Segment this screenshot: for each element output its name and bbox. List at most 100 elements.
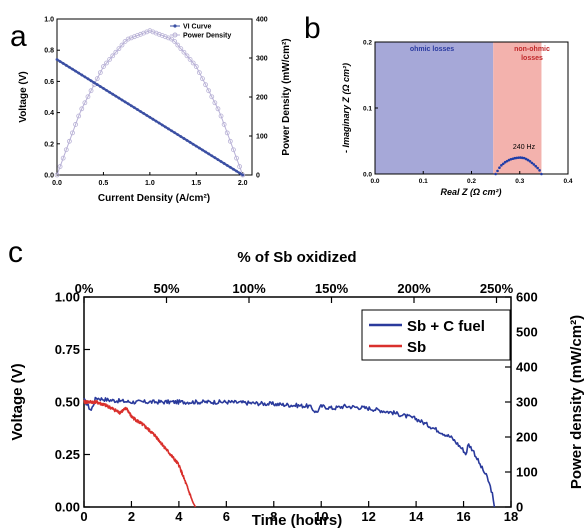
- x-tick-label-c: 18: [504, 509, 518, 524]
- chart-a: 0.0 0.5 1.0 1.5 2.0 0.0 0.2 0.4 0.6 0.8 1.0 0 100 200…: [18, 17, 292, 205]
- impedance-point: [503, 160, 507, 164]
- vi-curve-point: [194, 144, 198, 148]
- power-density-point: [110, 53, 116, 59]
- power-density-point: [166, 35, 171, 41]
- legend-vi-marker: [173, 24, 177, 28]
- vi-curve-point: [182, 137, 186, 140]
- power-density-point: [113, 49, 119, 55]
- top-x-tick-label-c: 0%: [75, 281, 94, 296]
- power-density-point: [227, 138, 233, 144]
- vi-curve-point: [222, 162, 226, 165]
- impedance-point: [538, 169, 541, 172]
- vi-curve-point: [64, 63, 68, 67]
- vi-curve-point: [179, 135, 183, 138]
- chart-b-xlabel: Real Z (Ω cm²): [440, 187, 501, 197]
- power-density-point: [231, 147, 236, 153]
- impedance-point: [530, 161, 534, 165]
- chart-b-points: [494, 156, 543, 176]
- vi-curve-point: [142, 112, 146, 115]
- power-density-point: [66, 138, 72, 144]
- top-x-tick-label-c: 200%: [397, 281, 431, 296]
- vi-curve-point: [154, 119, 158, 123]
- y2-tick-label-c: 300: [516, 395, 538, 410]
- impedance-point: [526, 158, 530, 162]
- chart-c-xlabel: Time (hours): [252, 512, 343, 529]
- y2-tick-label-a: 400: [256, 17, 268, 24]
- chart-a-y2label: Power Density (mW/cm²): [281, 38, 292, 155]
- vi-curve-point: [86, 77, 90, 81]
- power-density-point: [193, 64, 199, 69]
- power-density-point: [206, 88, 212, 94]
- chart-c-legend-box: [361, 309, 511, 361]
- vi-curve-point: [111, 92, 115, 96]
- vi-curve-point: [92, 81, 96, 85]
- vi-curve-point: [132, 106, 136, 110]
- y2-tick-label-a: 300: [256, 56, 268, 63]
- vi-curve-point: [148, 115, 152, 119]
- vi-curve-point: [213, 156, 217, 160]
- vi-curve-point: [83, 75, 87, 79]
- power-density-point: [125, 36, 131, 42]
- chart-a-xlabel: Current Density (A/cm²): [98, 193, 210, 204]
- power-density-point: [54, 172, 60, 178]
- power-density-point: [162, 34, 168, 40]
- power-density-point: [88, 88, 94, 94]
- power-density-point: [82, 100, 88, 106]
- impedance-point: [540, 172, 543, 176]
- power-density-point: [224, 130, 230, 136]
- vi-curve-point: [201, 148, 204, 152]
- vi-curve-point: [219, 160, 223, 163]
- vi-curve-point: [129, 104, 133, 108]
- power-density-point: [70, 130, 75, 136]
- vi-curve-point: [98, 85, 102, 88]
- power-density-point: [144, 29, 150, 35]
- power-density-point: [215, 106, 221, 112]
- vi-curve-point: [123, 100, 127, 104]
- power-density-point: [97, 70, 103, 76]
- power-density-point: [73, 122, 78, 127]
- chart-c-series: [83, 396, 496, 508]
- power-density-point: [184, 53, 190, 59]
- power-density-point: [159, 33, 165, 38]
- impedance-point: [513, 156, 517, 160]
- vi-curve-point: [71, 67, 74, 71]
- y-tick-label-a: 0.6: [44, 79, 54, 86]
- vi-curve-point: [170, 129, 173, 133]
- vi-curve-point: [145, 113, 149, 117]
- power-density-point: [128, 35, 134, 41]
- x-tick-label-a: 0.0: [52, 180, 62, 187]
- x-tick-label-c: 0: [80, 509, 87, 524]
- x-tick-label-c: 8: [270, 509, 277, 524]
- vi-curve-point: [105, 88, 108, 92]
- vi-curve-point: [207, 152, 211, 156]
- impedance-point: [534, 164, 538, 168]
- chart-b-ylabel: - Imaginary Z (Ω cm²): [341, 63, 351, 153]
- annotation-240hz: 240 Hz: [513, 144, 536, 151]
- power-density-point: [94, 76, 100, 82]
- y2-tick-label-c: 600: [516, 290, 538, 305]
- power-density-point: [107, 57, 113, 62]
- vi-curve-point: [157, 121, 161, 125]
- impedance-point: [536, 166, 539, 170]
- power-density-point: [169, 36, 174, 42]
- power-density-point: [200, 76, 205, 82]
- impedance-point: [519, 156, 522, 159]
- x-tick-label-b: 0.0: [370, 178, 379, 185]
- vi-curve-point: [136, 108, 139, 111]
- power-density-point: [79, 106, 85, 112]
- impedance-point: [532, 163, 536, 166]
- impedance-point: [515, 156, 518, 160]
- vi-curve-point: [108, 90, 112, 94]
- power-density-point: [203, 82, 208, 88]
- vi-curve-point: [204, 150, 207, 154]
- vi-curve-point: [139, 110, 142, 113]
- power-density-point: [190, 60, 196, 66]
- chart-b-ticks: 0.0 0.1 0.2 0.3 0.4 0.0 0.1 0.2: [363, 40, 573, 186]
- chart-c-ticks: 0 2 4 6 8 10 12 14 16 18 0% 50% 100% 150% 200% 250% 0.00…: [55, 281, 538, 524]
- x-tick-label-a: 0.5: [99, 180, 109, 187]
- power-density-point: [141, 30, 147, 36]
- x-tick-label-c: 4: [175, 509, 183, 524]
- vi-curve-point: [191, 142, 195, 146]
- impedance-point: [517, 156, 520, 159]
- non-ohmic-region-label: non-ohmic: [514, 46, 550, 53]
